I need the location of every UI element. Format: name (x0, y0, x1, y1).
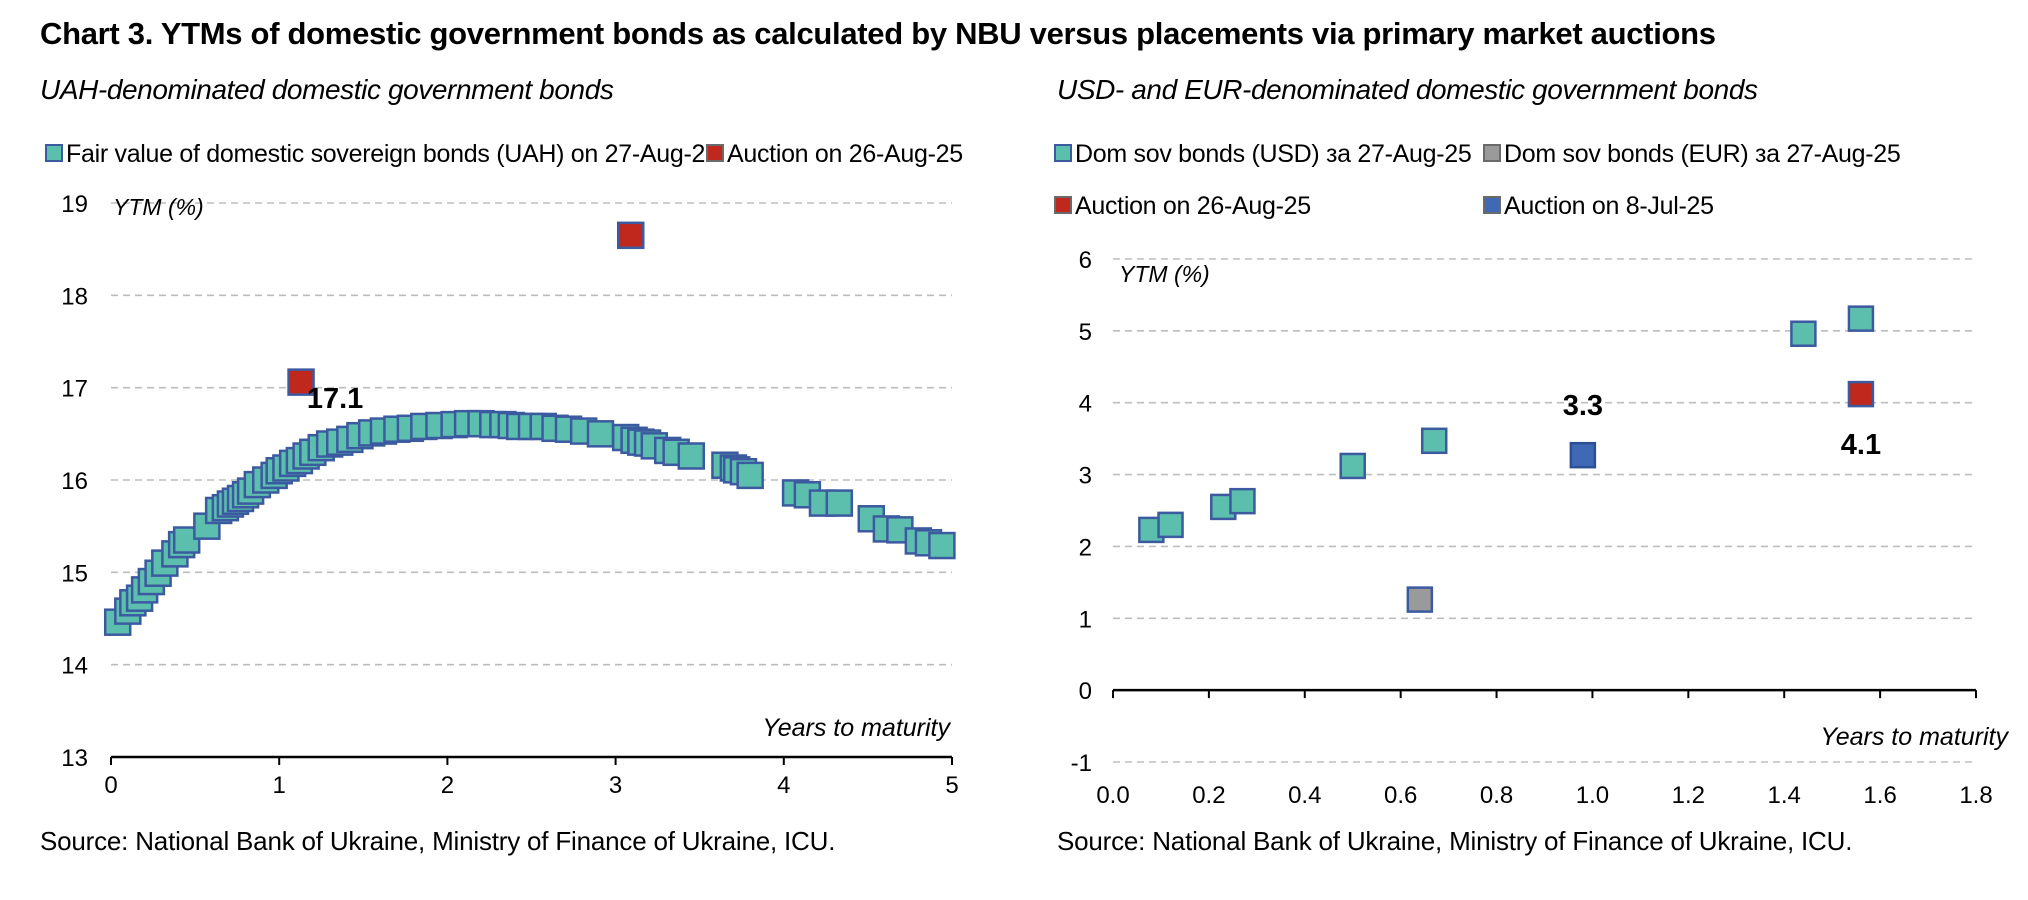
x-tick-label: 0.2 (1192, 782, 1225, 809)
y-tick-label: 16 (61, 468, 88, 495)
data-label: 17.1 (307, 383, 363, 415)
x-tick-label: 2 (441, 772, 454, 799)
data-point (616, 221, 645, 250)
x-tick-label: 0.6 (1384, 782, 1417, 809)
data-point (928, 531, 956, 560)
x-tick-label: 1.6 (1863, 782, 1896, 809)
y-tick-label: 1 (1079, 606, 1092, 633)
y-axis-label: YTM (%) (113, 194, 204, 220)
y-tick-label: 6 (1079, 247, 1092, 274)
right-source-note: Source: National Bank of Ukraine, Minist… (1057, 826, 1853, 856)
x-axis-label: Years to maturity (1820, 723, 2009, 751)
y-tick-label: 13 (61, 745, 88, 772)
legend-label: Fair value of domestic sovereign bonds (… (66, 140, 719, 168)
x-tick-label: 1.4 (1768, 782, 1801, 809)
legend-marker (1483, 144, 1501, 162)
left-chart-subtitle: UAH-denominated domestic government bond… (40, 74, 614, 105)
y-tick-label: 2 (1079, 534, 1092, 561)
data-point (825, 489, 854, 517)
data-point (1157, 511, 1184, 539)
x-tick-label: 5 (945, 772, 958, 799)
y-tick-label: -1 (1071, 750, 1092, 777)
data-point (736, 461, 764, 490)
data-point (1406, 586, 1434, 613)
legend-label: Auction on 26-Aug-25 (727, 140, 963, 168)
data-point (586, 420, 615, 448)
legend-marker (1054, 196, 1072, 214)
x-tick-label: 0.0 (1096, 782, 1129, 809)
data-point (1339, 452, 1366, 480)
y-tick-label: 5 (1079, 319, 1092, 346)
right-chart-subtitle: USD- and EUR-denominated domestic govern… (1057, 74, 1758, 105)
data-point (1420, 427, 1448, 455)
legend-marker (706, 144, 724, 162)
data-point (287, 368, 315, 396)
x-tick-label: 1.8 (1959, 782, 1992, 809)
data-point (1847, 380, 1875, 408)
legend-label: Dom sov bonds (EUR) за 27-Aug-25 (1504, 140, 1900, 168)
y-tick-label: 3 (1079, 463, 1092, 490)
x-tick-label: 0.8 (1480, 782, 1513, 809)
y-axis-label: YTM (%) (1119, 261, 1210, 287)
chart-title: Chart 3. YTMs of domestic government bon… (40, 16, 1716, 51)
y-tick-label: 4 (1079, 391, 1092, 418)
left-source-note: Source: National Bank of Ukraine, Minist… (40, 826, 836, 856)
data-point (1569, 441, 1597, 469)
x-tick-label: 1 (273, 772, 286, 799)
legend-marker (45, 144, 63, 162)
x-tick-label: 3 (609, 772, 622, 799)
y-tick-label: 15 (61, 560, 88, 587)
data-point (1847, 305, 1875, 332)
y-tick-label: 14 (61, 653, 88, 680)
x-tick-label: 1.2 (1672, 782, 1705, 809)
legend-label: Auction on 26-Aug-25 (1075, 192, 1311, 220)
y-tick-label: 18 (61, 283, 88, 310)
x-tick-label: 0.4 (1288, 782, 1321, 809)
legend-label: Auction on 8-Jul-25 (1504, 192, 1714, 220)
y-tick-label: 0 (1079, 678, 1092, 705)
y-tick-label: 17 (61, 376, 88, 403)
x-axis-label: Years to maturity (762, 714, 951, 742)
data-label: 3.3 (1563, 390, 1603, 422)
data-point (1790, 320, 1817, 347)
data-label: 4.1 (1841, 429, 1881, 461)
data-point (1229, 487, 1256, 515)
legend-marker (1054, 144, 1072, 162)
data-point (857, 505, 886, 533)
data-point (677, 442, 706, 470)
y-tick-label: 19 (61, 191, 88, 218)
legend-marker (1483, 196, 1501, 214)
x-tick-label: 0 (104, 772, 117, 799)
legend-label: Dom sov bonds (USD) за 27-Aug-25 (1075, 140, 1471, 168)
x-tick-label: 4 (777, 772, 790, 799)
x-tick-label: 1.0 (1576, 782, 1609, 809)
